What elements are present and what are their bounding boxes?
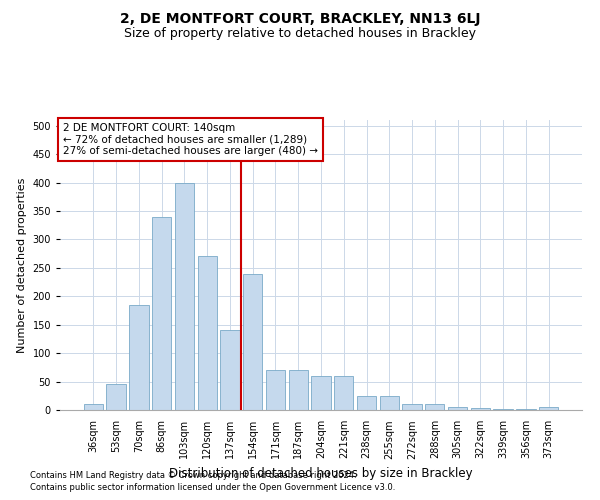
Bar bbox=[403, 404, 422, 410]
Text: 2 DE MONTFORT COURT: 140sqm
← 72% of detached houses are smaller (1,289)
27% of : 2 DE MONTFORT COURT: 140sqm ← 72% of det… bbox=[63, 123, 318, 156]
Bar bbox=[425, 404, 445, 410]
Bar bbox=[334, 376, 353, 410]
Bar bbox=[516, 409, 536, 410]
Bar bbox=[357, 396, 376, 410]
Bar bbox=[220, 330, 239, 410]
Bar bbox=[311, 376, 331, 410]
Bar bbox=[289, 370, 308, 410]
Y-axis label: Number of detached properties: Number of detached properties bbox=[17, 178, 27, 352]
Bar bbox=[493, 409, 513, 410]
Bar bbox=[266, 370, 285, 410]
Bar bbox=[129, 305, 149, 410]
Text: 2, DE MONTFORT COURT, BRACKLEY, NN13 6LJ: 2, DE MONTFORT COURT, BRACKLEY, NN13 6LJ bbox=[120, 12, 480, 26]
Bar bbox=[539, 407, 558, 410]
Text: Contains HM Land Registry data © Crown copyright and database right 2024.: Contains HM Land Registry data © Crown c… bbox=[30, 471, 356, 480]
Bar bbox=[243, 274, 262, 410]
Bar bbox=[84, 404, 103, 410]
Bar bbox=[380, 396, 399, 410]
Text: Contains public sector information licensed under the Open Government Licence v3: Contains public sector information licen… bbox=[30, 484, 395, 492]
Bar bbox=[175, 182, 194, 410]
Bar bbox=[152, 216, 172, 410]
Bar bbox=[106, 384, 126, 410]
Text: Size of property relative to detached houses in Brackley: Size of property relative to detached ho… bbox=[124, 28, 476, 40]
Bar bbox=[448, 407, 467, 410]
X-axis label: Distribution of detached houses by size in Brackley: Distribution of detached houses by size … bbox=[169, 467, 473, 480]
Bar bbox=[470, 408, 490, 410]
Bar bbox=[197, 256, 217, 410]
